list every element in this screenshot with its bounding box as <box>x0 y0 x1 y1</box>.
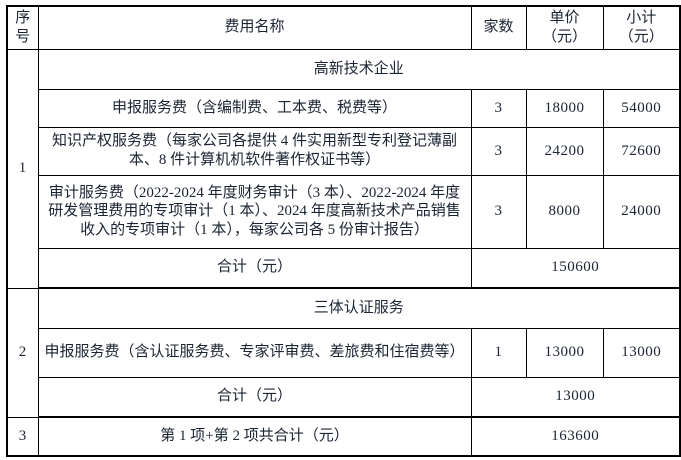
section2-item1-subtotal: 13000 <box>602 327 681 378</box>
section1-item3-name: 审计服务费（2022-2024 年度财务审计（3 本）、2022-2024 年度… <box>37 174 472 249</box>
column-header-subtotal: 小计 （元） <box>602 5 681 50</box>
section1-item1-unit-price: 18000 <box>525 88 604 128</box>
section1-item2-name: 知识产权服务费（每家公司各提供 4 件实用新型专利登记薄副本、8 件计算机机软件… <box>37 126 472 176</box>
section2-total-label: 合计（元） <box>37 376 472 418</box>
section2-title: 三体认证服务 <box>37 287 681 329</box>
section2-seq: 2 <box>6 287 39 418</box>
section2-total-value: 13000 <box>470 376 681 418</box>
section2-total-row: 合计（元） 13000 <box>7 376 681 418</box>
section1-item3-count: 3 <box>470 174 527 249</box>
table-row: 申报服务费（含编制费、工本费、税费等） 3 18000 54000 <box>7 88 681 128</box>
table-row: 知识产权服务费（每家公司各提供 4 件实用新型专利登记薄副本、8 件计算机机软件… <box>7 126 681 176</box>
section1-title-row: 1 高新技术企业 <box>6 48 681 289</box>
section1-item3-unit-price: 8000 <box>525 174 604 249</box>
column-header-fee-name: 费用名称 <box>37 5 472 50</box>
table-header-row: 序 号 费用名称 家数 单价 （元） 小计 （元） <box>6 5 681 50</box>
table-row: 申报服务费（含认证服务费、专家评审费、差旅费和住宿费等） 1 13000 130… <box>7 327 681 378</box>
section1-title: 高新技术企业 <box>37 48 681 90</box>
section1-total-label: 合计（元） <box>37 247 472 289</box>
section1-item3-subtotal: 24000 <box>602 174 681 249</box>
section1-total-value: 150600 <box>470 247 681 289</box>
grand-total-value: 163600 <box>470 416 681 457</box>
section1-item2-subtotal: 72600 <box>602 126 681 176</box>
section1-item1-name: 申报服务费（含编制费、工本费、税费等） <box>37 88 472 128</box>
section1-item2-unit-price: 24200 <box>525 126 604 176</box>
section1-item2-count: 3 <box>470 126 527 176</box>
table-row: 审计服务费（2022-2024 年度财务审计（3 本）、2022-2024 年度… <box>7 174 681 249</box>
section1-item1-count: 3 <box>470 88 527 128</box>
fee-quotation-table: 序 号 费用名称 家数 单价 （元） 小计 （元） 1 高新技术企业 申报服务费… <box>6 5 681 457</box>
section2-item1-unit-price: 13000 <box>525 327 604 378</box>
section1-item1-subtotal: 54000 <box>602 88 681 128</box>
column-header-count: 家数 <box>470 5 527 50</box>
column-header-seq: 序 号 <box>6 5 39 50</box>
grand-total-label: 第 1 项+第 2 项共合计（元） <box>37 416 472 457</box>
grand-total-seq: 3 <box>6 416 39 457</box>
section2-item1-count: 1 <box>470 327 527 378</box>
section1-seq: 1 <box>6 48 39 289</box>
section2-item1-name: 申报服务费（含认证服务费、专家评审费、差旅费和住宿费等） <box>37 327 472 378</box>
section2-title-row: 2 三体认证服务 <box>6 287 681 418</box>
grand-total-row: 3 第 1 项+第 2 项共合计（元） 163600 <box>6 416 681 457</box>
section1-total-row: 合计（元） 150600 <box>7 247 681 289</box>
column-header-unit-price: 单价 （元） <box>525 5 604 50</box>
